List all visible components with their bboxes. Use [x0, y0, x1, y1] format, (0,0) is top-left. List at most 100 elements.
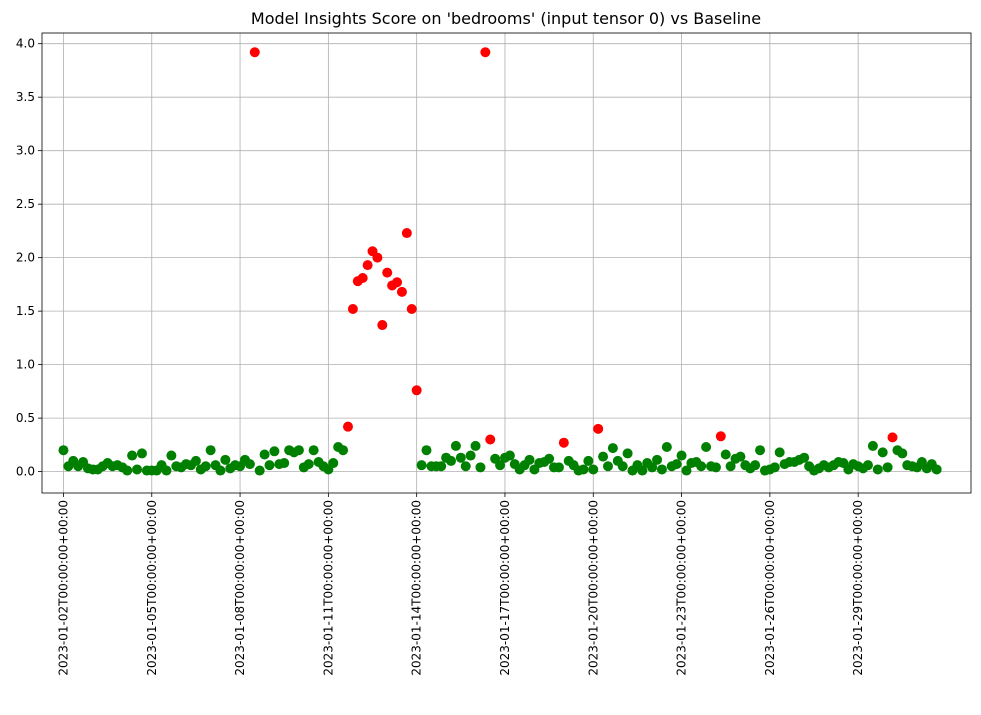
x-tick-label: 2023-01-02T00:00:00+00:00: [56, 500, 70, 676]
normal-point: [450, 440, 461, 451]
normal-point: [701, 442, 712, 452]
alert-point: [593, 423, 604, 434]
grid-lines: [42, 33, 971, 493]
normal-point: [755, 445, 766, 456]
x-tick-label: 2023-01-14T00:00:00+00:00: [410, 500, 424, 676]
normal-point: [661, 442, 672, 452]
y-tick-label: 1.0: [16, 358, 35, 372]
normal-point: [681, 465, 692, 476]
x-tick-label: 2023-01-20T00:00:00+00:00: [586, 500, 600, 676]
alert-point: [377, 320, 388, 331]
normal-point: [58, 445, 69, 456]
normal-point: [607, 443, 618, 454]
axes-frame: [41, 32, 972, 494]
normal-point: [588, 464, 599, 475]
normal-point: [656, 464, 667, 475]
normal-point: [166, 450, 177, 461]
normal-point: [436, 461, 447, 472]
normal-point: [328, 458, 339, 469]
alert-point: [362, 260, 373, 271]
x-tick-label: 2023-01-23T00:00:00+00:00: [675, 500, 689, 676]
normal-point: [671, 459, 682, 470]
normal-point: [465, 450, 476, 461]
normal-point: [190, 455, 201, 466]
alert-point: [249, 47, 260, 58]
axis-ticks: 0.0 0.5 1.0 1.5 2.0 2.5 3.0 3.5 4.0 2023-01-02T00…: [16, 37, 865, 676]
alert-point: [342, 421, 353, 432]
normal-point: [279, 458, 290, 469]
normal-point: [622, 448, 633, 459]
alert-point: [357, 272, 368, 283]
normal-point: [416, 460, 427, 471]
normal-point: [127, 450, 138, 461]
normal-point: [602, 461, 613, 472]
normal-point: [338, 445, 349, 456]
normal-point: [710, 462, 721, 473]
chart-title: Model Insights Score on 'bedrooms' (inpu…: [251, 9, 761, 28]
normal-point: [254, 465, 265, 476]
normal-point: [598, 451, 609, 462]
y-tick-label: 1.5: [16, 304, 35, 318]
normal-point: [264, 460, 275, 471]
alert-point: [392, 277, 403, 288]
normal-point: [617, 461, 628, 472]
normal-point: [637, 465, 648, 476]
normal-point: [308, 445, 319, 456]
normal-point: [259, 449, 270, 460]
normal-point: [293, 445, 304, 456]
normal-point: [446, 455, 457, 466]
normal-point: [524, 454, 535, 465]
normal-point: [269, 446, 280, 457]
y-tick-label: 2.0: [16, 251, 35, 265]
alert-point: [411, 385, 422, 396]
alert-point: [372, 252, 383, 263]
normal-point: [774, 447, 785, 458]
alert-point: [715, 431, 726, 442]
normal-point: [897, 448, 908, 459]
alert-point: [396, 286, 407, 297]
normal-point: [504, 450, 515, 461]
alert-point: [558, 437, 569, 448]
normal-point: [877, 447, 888, 458]
normal-point: [475, 462, 486, 473]
normal-point: [578, 464, 589, 475]
normal-point: [244, 459, 255, 470]
normal-point: [799, 452, 810, 463]
normal-point: [720, 449, 731, 460]
x-tick-label: 2023-01-29T00:00:00+00:00: [851, 500, 865, 676]
normal-point: [725, 461, 736, 472]
normal-point: [750, 460, 761, 471]
x-tick-label: 2023-01-08T00:00:00+00:00: [233, 500, 247, 676]
normal-point: [882, 462, 893, 473]
normal-point: [553, 462, 564, 473]
y-tick-label: 2.5: [16, 197, 35, 211]
y-tick-label: 3.0: [16, 144, 35, 158]
normal-point: [647, 462, 658, 473]
alert-point: [887, 432, 898, 443]
normal-point: [220, 454, 231, 465]
normal-point: [495, 460, 506, 471]
normal-point: [205, 445, 216, 456]
normal-point: [455, 452, 466, 463]
alert-point: [347, 304, 358, 314]
x-tick-label: 2023-01-05T00:00:00+00:00: [145, 500, 159, 676]
alert-point: [406, 304, 417, 314]
data-points: [58, 47, 942, 476]
normal-point: [676, 450, 687, 461]
normal-point: [303, 459, 314, 470]
alert-point: [480, 47, 491, 58]
normal-point: [867, 440, 878, 451]
normal-point: [215, 465, 226, 476]
normal-point: [583, 455, 594, 466]
normal-point: [862, 460, 873, 471]
normal-point: [132, 464, 143, 475]
normal-point: [769, 462, 780, 473]
y-tick-label: 4.0: [16, 37, 35, 51]
y-tick-label: 0.5: [16, 411, 35, 425]
normal-point: [652, 454, 663, 465]
normal-point: [696, 461, 707, 472]
normal-point: [931, 464, 942, 475]
x-tick-label: 2023-01-26T00:00:00+00:00: [763, 500, 777, 676]
